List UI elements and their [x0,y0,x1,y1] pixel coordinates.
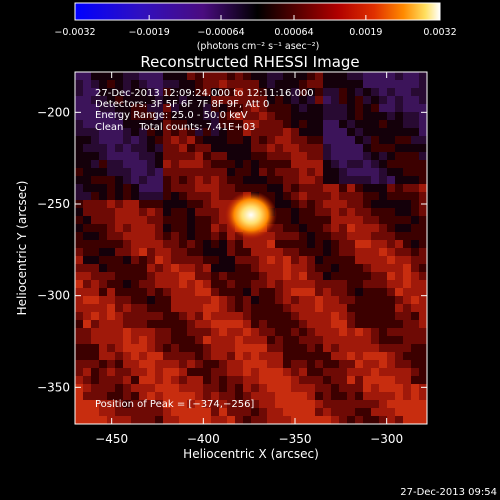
colorbar: −0.0032 −0.0019 −0.00064 0.00064 0.0019 0.003… [54,2,457,52]
flare-peak-source [225,191,277,239]
colorbar-tick-label: −0.0032 [54,27,95,38]
x-tick-label: −400 [187,432,220,446]
x-tick-label: −300 [370,432,403,446]
annotation-block: 27-Dec-2013 12:09:24.000 to 12:11:16.000… [95,88,314,410]
colorbar-tick-label: 0.0019 [349,27,382,38]
y-tick-label: −300 [37,289,70,303]
annotation-time-range: 27-Dec-2013 12:09:24.000 to 12:11:16.000 [95,88,314,99]
annotation-energy-range: Energy Range: 25.0 - 50.0 keV [95,110,248,121]
x-axis: −450 −400 −350 −300 [95,72,403,446]
y-axis-title: Heliocentric Y (arcsec) [15,181,29,316]
timestamp: 27-Dec-2013 09:54 [400,487,497,498]
y-tick-label: −200 [37,105,70,119]
y-tick-label: −350 [37,380,70,394]
annotation-detectors: Detectors: 3F 5F 6F 7F 8F 9F, Att 0 [95,99,269,110]
colorbar-tick-label: 0.0032 [423,27,456,38]
plot-frame [74,71,428,425]
x-tick-label: −450 [95,432,128,446]
heatmap-image [74,71,428,425]
y-tick-label: −250 [37,197,70,211]
colorbar-ticks: −0.0032 −0.0019 −0.00064 0.00064 0.0019 0.003… [54,15,457,38]
annotation-peak-position: Position of Peak = [−374,−256] [95,399,254,410]
annotation-clean-counts: Clean Total counts: 7.41E+03 [95,122,255,133]
x-axis-title: Heliocentric X (arcsec) [183,447,319,461]
chart-title: Reconstructed RHESSI Image [140,53,359,71]
colorbar-tick-label: −0.00064 [197,27,244,38]
colorbar-tick-label: 0.00064 [274,27,313,38]
colorbar-gradient [74,2,441,21]
colorbar-unit-label: (photons cm⁻² s⁻¹ asec⁻²) [197,41,320,52]
y-axis: −200 −250 −300 −350 [37,105,427,394]
x-tick-label: −350 [279,432,312,446]
colorbar-tick-label: −0.0019 [129,27,170,38]
